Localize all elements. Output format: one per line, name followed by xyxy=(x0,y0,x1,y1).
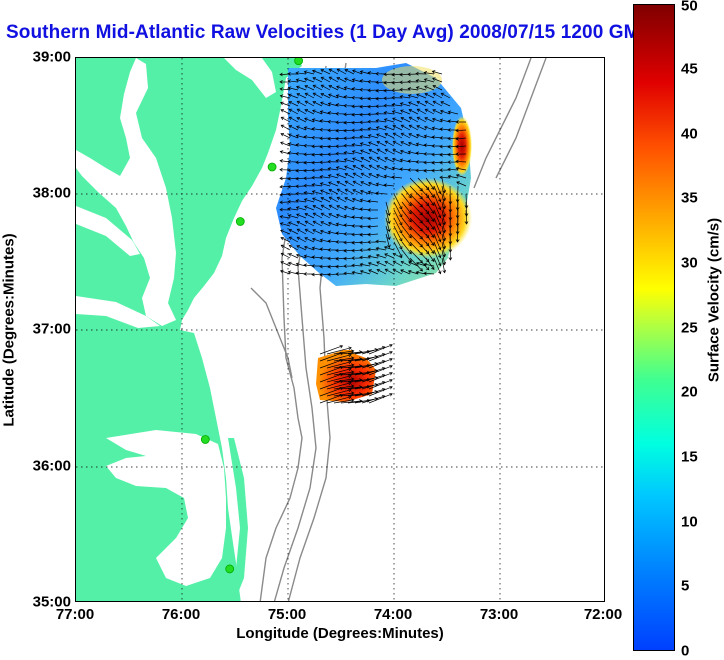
chesapeake-bay xyxy=(76,58,176,326)
station-marker xyxy=(225,564,235,574)
y-axis-label: Latitude (Degrees:Minutes) xyxy=(0,233,18,427)
y-tick-label: 39:00 xyxy=(32,48,71,66)
x-axis-label: Longitude (Degrees:Minutes) xyxy=(236,625,444,642)
radar-stations xyxy=(200,58,303,574)
x-tick-label: 77:00 xyxy=(55,606,95,623)
colorbar xyxy=(633,4,675,651)
x-tick-label: 74:00 xyxy=(373,606,413,623)
map-canvas[interactable] xyxy=(76,58,605,602)
map-gridlines xyxy=(76,58,604,601)
colorbar-tick: 50 xyxy=(681,0,698,15)
x-tick-label: 72:00 xyxy=(583,606,623,623)
map-panel[interactable] xyxy=(75,57,605,602)
y-tick-label: 36:00 xyxy=(32,457,71,475)
colorbar-tick: 10 xyxy=(681,513,698,531)
colorbar-tick: 45 xyxy=(681,60,698,78)
colorbar-tick: 30 xyxy=(681,254,698,272)
outer-banks xyxy=(226,438,248,601)
x-tick-label: 76:00 xyxy=(161,606,201,623)
y-tick-label: 37:00 xyxy=(32,320,71,338)
station-marker xyxy=(294,58,303,66)
x-tick-label: 75:00 xyxy=(267,606,307,623)
y-tick-label: 35:00 xyxy=(32,593,71,611)
x-tick-label: 73:00 xyxy=(479,606,519,623)
station-marker xyxy=(235,217,245,226)
colorbar-tick: 35 xyxy=(681,189,698,207)
colorbar-tick: 20 xyxy=(681,383,698,401)
y-tick-label: 38:00 xyxy=(32,184,71,202)
pamlico-sound xyxy=(106,430,226,586)
delaware-bay xyxy=(224,58,276,98)
colorbar-tick: 40 xyxy=(681,125,698,143)
potomac-river xyxy=(76,206,140,256)
colorbar-tick: 25 xyxy=(681,319,698,337)
station-marker xyxy=(200,435,210,444)
station-marker xyxy=(267,162,277,172)
map-title: Southern Mid-Atlantic Raw Velocities (1 … xyxy=(6,22,652,43)
velocity-arrows xyxy=(279,68,469,404)
colorbar-tick: 5 xyxy=(681,577,690,595)
james-river xyxy=(76,296,160,328)
colorbar-label: Surface Velocity (cm/s) xyxy=(705,217,723,383)
colorbar-tick: 0 xyxy=(681,642,690,660)
colorbar-tick: 15 xyxy=(681,448,698,466)
